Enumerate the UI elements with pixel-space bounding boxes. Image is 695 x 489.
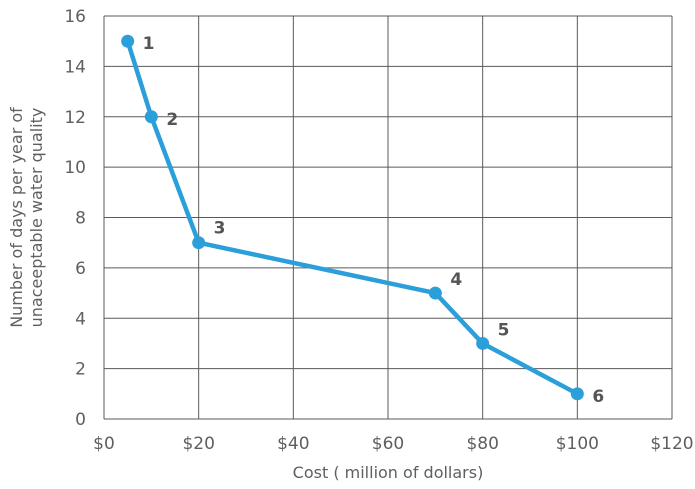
x-axis-title: Cost ( million of dollars) — [293, 463, 484, 482]
point-label: 6 — [592, 387, 604, 407]
x-tick-label: $40 — [277, 434, 309, 454]
y-tick-label: 8 — [75, 209, 86, 229]
data-point — [428, 286, 442, 300]
x-tick-label: $80 — [466, 434, 498, 454]
y-tick-label: 0 — [75, 410, 86, 430]
y-tick-label: 6 — [75, 259, 86, 279]
x-tick-label: $0 — [93, 434, 115, 454]
series-line — [125, 38, 580, 397]
y-tick-label: 10 — [64, 158, 86, 178]
point-label: 3 — [214, 219, 226, 239]
x-tick-label: $60 — [372, 434, 404, 454]
y-axis-title-line-2: unaceeptable water quality — [27, 108, 46, 328]
y-tick-label: 2 — [75, 360, 86, 380]
y-tick-label: 12 — [64, 108, 86, 128]
y-tick-label: 4 — [75, 309, 86, 329]
y-tick-label: 14 — [64, 57, 86, 77]
data-point — [144, 110, 158, 124]
point-label: 1 — [143, 34, 155, 54]
y-axis-ticks: 0 2 4 6 8 10 12 14 16 — [64, 7, 86, 430]
point-label: 2 — [166, 110, 178, 130]
x-tick-label: $20 — [182, 434, 214, 454]
y-tick-label: 16 — [64, 7, 86, 27]
series: 1 2 3 4 5 6 — [121, 34, 604, 407]
point-label: 5 — [498, 320, 510, 340]
y-axis-title-line-1: Number of days per year of — [7, 107, 26, 328]
x-tick-label: $120 — [650, 434, 693, 454]
y-axis-title: Number of days per year of unaceeptable … — [7, 107, 46, 328]
point-label: 4 — [450, 270, 462, 290]
data-point — [192, 236, 206, 250]
data-point — [476, 336, 490, 350]
x-tick-label: $100 — [556, 434, 599, 454]
x-axis-ticks: $0 $20 $40 $60 $80 $100 $120 — [93, 434, 693, 454]
grid — [103, 15, 673, 420]
data-point — [570, 387, 584, 401]
data-point — [121, 34, 135, 48]
